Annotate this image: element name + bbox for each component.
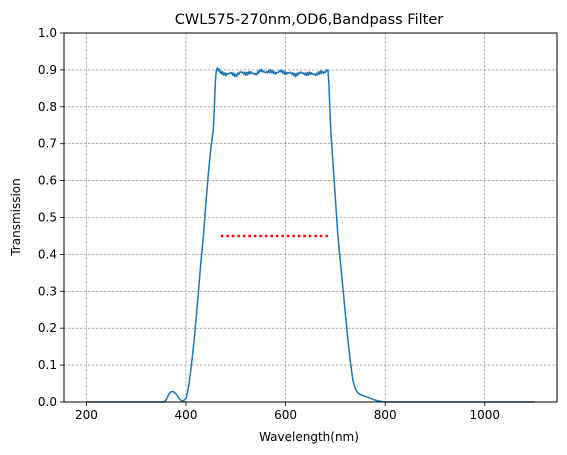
- x-tick-label: 800: [374, 408, 397, 422]
- chart-title: CWL575-270nm,OD6,Bandpass Filter: [175, 12, 443, 28]
- y-tick-label: 0.3: [38, 284, 57, 298]
- series-group: [86, 67, 535, 403]
- y-tick-label: 0.6: [38, 174, 57, 188]
- x-tick-label: 200: [75, 408, 98, 422]
- y-tick-label: 0.8: [38, 100, 57, 114]
- ticks: 200 400 600 800 1000 0.0 0.1 0.2 0.3 0.4 0.5 0.6 0.7…: [38, 26, 500, 422]
- y-axis-label: Transmission: [9, 178, 23, 257]
- y-tick-label: 0.0: [38, 395, 57, 409]
- y-tick-label: 1.0: [38, 26, 57, 40]
- y-tick-label: 0.2: [38, 321, 57, 335]
- x-tick-label: 1000: [470, 408, 501, 422]
- x-tick-label: 600: [274, 408, 297, 422]
- y-tick-label: 0.9: [38, 63, 57, 77]
- y-tick-label: 0.1: [38, 358, 57, 372]
- grid: [64, 32, 557, 403]
- y-tick-label: 0.4: [38, 247, 57, 261]
- y-tick-label: 0.5: [38, 211, 57, 225]
- x-axis-label: Wavelength(nm): [259, 430, 359, 444]
- y-tick-label: 0.7: [38, 137, 57, 151]
- x-tick-label: 400: [175, 408, 198, 422]
